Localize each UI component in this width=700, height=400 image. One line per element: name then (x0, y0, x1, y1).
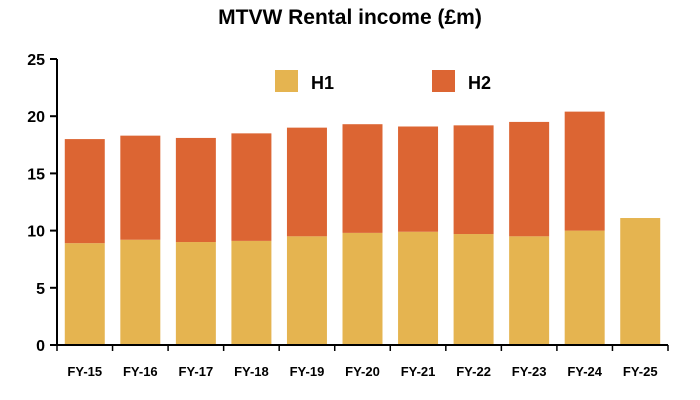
x-tick-label-fy-24: FY-24 (567, 364, 602, 379)
x-tick-label-fy-15: FY-15 (67, 364, 102, 379)
bar-h1-fy-22 (453, 234, 494, 345)
x-tick-label-fy-25: FY-25 (623, 364, 658, 379)
chart-title: MTVW Rental income (£m) (218, 6, 482, 29)
bar-h1-fy-18 (231, 240, 272, 345)
y-tick-label: 15 (27, 166, 45, 183)
y-tick-label: 5 (36, 281, 45, 298)
bar-h2-fy-22 (453, 125, 494, 235)
bar-h1-fy-21 (398, 231, 439, 345)
x-tick-label-fy-16: FY-16 (123, 364, 158, 379)
x-tick-label-fy-22: FY-22 (456, 364, 491, 379)
bar-h2-fy-19 (286, 127, 327, 237)
x-tick-label-fy-19: FY-19 (290, 364, 325, 379)
bar-h1-fy-25 (620, 218, 661, 345)
bar-h1-fy-16 (120, 239, 161, 345)
bar-h1-fy-20 (342, 232, 383, 345)
x-tick-label-fy-20: FY-20 (345, 364, 380, 379)
bar-h2-fy-17 (175, 137, 216, 243)
bar-h2-fy-18 (231, 133, 272, 241)
bar-h1-fy-17 (175, 242, 216, 345)
y-tick-label: 10 (27, 224, 45, 241)
bar-h2-fy-23 (509, 121, 550, 237)
x-tick-label-fy-23: FY-23 (512, 364, 547, 379)
bar-h2-fy-16 (120, 135, 161, 240)
y-tick-label: 20 (27, 109, 45, 126)
legend-label-h2: H2 (468, 73, 491, 93)
x-tick-label-fy-17: FY-17 (179, 364, 214, 379)
bar-h2-fy-15 (64, 139, 105, 244)
bar-h1-fy-23 (509, 236, 550, 345)
legend-label-h1: H1 (311, 73, 334, 93)
x-tick-label-fy-21: FY-21 (401, 364, 436, 379)
legend-swatch-h2 (432, 70, 455, 92)
bar-h1-fy-19 (286, 236, 327, 345)
y-tick-label: 0 (36, 338, 45, 355)
bar-h1-fy-24 (564, 230, 605, 345)
bar-h2-fy-21 (398, 126, 439, 232)
bar-h2-fy-20 (342, 124, 383, 233)
legend-swatch-h1 (275, 70, 298, 92)
x-tick-label-fy-18: FY-18 (234, 364, 269, 379)
y-tick-label: 25 (27, 52, 45, 69)
bar-h1-fy-15 (64, 243, 105, 345)
bar-h2-fy-24 (564, 111, 605, 231)
